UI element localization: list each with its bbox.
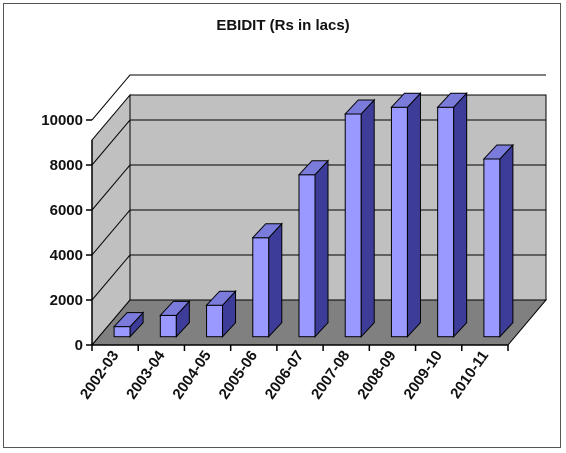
bar-side	[453, 91, 468, 338]
x-tick-label: 2009-10	[400, 348, 446, 403]
bar-front	[159, 314, 177, 338]
y-tick-label: 6000	[50, 202, 83, 219]
y-tick-label: 10000	[41, 112, 83, 129]
bar	[436, 91, 468, 338]
x-axis: 2002-03 2003-04 2004-05 2005-06 2006-07 2007-…	[77, 344, 509, 403]
x-tick-label: 2005-06	[216, 348, 262, 403]
bar-top	[297, 160, 330, 176]
bar-side	[268, 222, 283, 338]
bar	[482, 143, 515, 338]
chart-title: EBIDIT (Rs in lacs)	[216, 17, 349, 34]
y-tick-label: 0	[75, 337, 83, 354]
bars	[112, 91, 515, 338]
bar	[297, 159, 330, 338]
bar-side	[499, 143, 514, 338]
bar	[205, 289, 237, 338]
x-tick-label: 2008-09	[354, 348, 400, 403]
x-tick-label: 2003-04	[123, 347, 169, 402]
bar-top	[482, 144, 515, 160]
bar-front	[390, 106, 408, 338]
bar-front	[252, 237, 270, 338]
bar-front	[206, 304, 224, 338]
bar-top	[251, 223, 283, 239]
x-tick-label: 2002-03	[77, 348, 123, 403]
y-tick-label: 8000	[50, 157, 83, 174]
bar-side	[360, 98, 375, 338]
bar-front	[298, 174, 316, 338]
bar-side	[406, 91, 421, 338]
x-tick-label: 2006-07	[262, 348, 308, 403]
bar	[159, 300, 191, 338]
bar-top	[205, 290, 237, 306]
bar	[112, 311, 145, 338]
x-tick-label: 2007-08	[308, 348, 354, 403]
gridline	[91, 74, 546, 121]
bar-top	[344, 99, 376, 115]
x-tick-label: 2010-11	[447, 348, 492, 402]
y-tick-label: 4000	[50, 247, 83, 264]
y-tick-label: 2000	[50, 292, 83, 309]
bar	[390, 91, 422, 338]
bar-top	[436, 92, 468, 108]
bar-top	[390, 92, 422, 108]
bar-top	[159, 300, 191, 316]
bar	[251, 222, 283, 338]
y-axis: 0 2000 4000 6000 8000 10000	[41, 112, 93, 354]
x-tick-label: 2004-05	[169, 348, 215, 403]
bar-front	[437, 106, 455, 338]
bar-front	[344, 113, 362, 338]
bar-front	[113, 326, 131, 338]
bar-top	[112, 312, 145, 328]
bar	[344, 98, 376, 338]
bar-side	[314, 159, 329, 338]
bar-front	[483, 158, 501, 338]
